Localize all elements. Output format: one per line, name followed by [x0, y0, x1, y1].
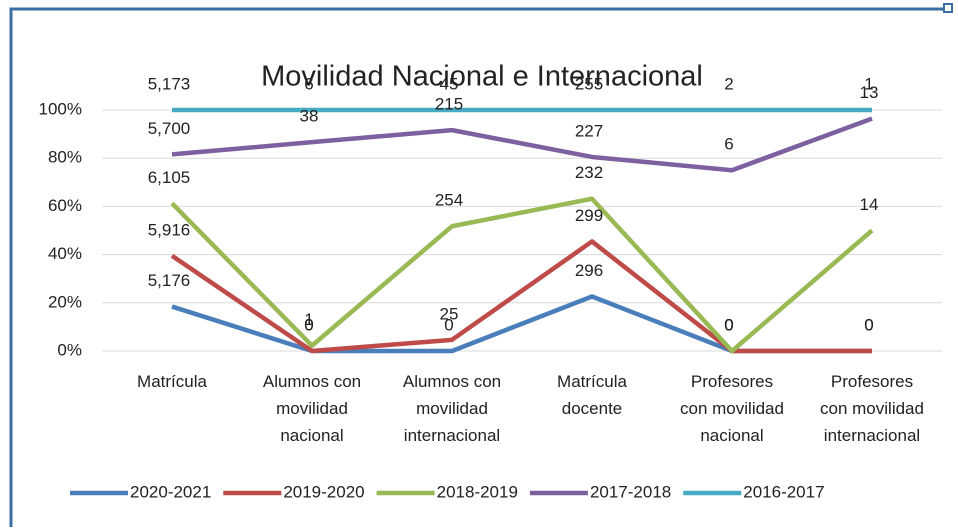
data-label: 0	[724, 315, 733, 334]
legend-label: 2019-2020	[283, 482, 364, 501]
data-label: 215	[435, 95, 463, 114]
frame	[9, 7, 944, 527]
data-label: 227	[575, 121, 603, 140]
data-label: 0	[304, 315, 313, 334]
data-label: 14	[860, 195, 879, 214]
legend-label: 2017-2018	[590, 482, 671, 501]
chart-title: Movilidad Nacional e Internacional	[261, 61, 703, 93]
data-label: 13	[860, 83, 879, 102]
y-tick-label: 100%	[39, 99, 82, 118]
data-label: 0	[724, 315, 733, 334]
data-label: 0	[304, 315, 313, 334]
x-tick-label: Matrícula	[137, 372, 207, 391]
data-label: 6	[724, 135, 733, 154]
series-line	[170, 196, 874, 354]
legend-label: 2018-2019	[437, 482, 518, 501]
data-label: 254	[435, 191, 463, 210]
data-label: 0	[864, 315, 873, 334]
legend-label: 2016-2017	[743, 482, 824, 501]
data-label: 5,176	[148, 271, 191, 290]
y-tick-label: 40%	[48, 244, 82, 263]
x-tick-label: Alumnos con movilidad nacional	[263, 372, 361, 445]
data-label: 38	[300, 107, 319, 126]
y-tick-label: 20%	[48, 292, 82, 311]
legend-label: 2020-2021	[130, 482, 211, 501]
data-label: 0	[444, 315, 453, 334]
data-label: 299	[575, 206, 603, 225]
data-label: 6	[304, 74, 313, 93]
data-label: 232	[575, 163, 603, 182]
data-label: 2	[724, 74, 733, 93]
data-label: 5,916	[148, 220, 191, 239]
data-label: 25	[440, 304, 459, 323]
data-label: 296	[575, 261, 603, 280]
y-tick-label: 0%	[57, 340, 82, 359]
series-line	[171, 116, 873, 173]
y-tick-label: 60%	[48, 196, 82, 215]
data-label: 1	[864, 74, 873, 93]
data-label: 1	[304, 310, 313, 329]
data-label: 5,700	[148, 119, 191, 138]
data-label: 0	[724, 315, 733, 334]
x-tick-label: Alumnos con movilidad internacional	[403, 372, 501, 445]
data-label: 0	[864, 315, 873, 334]
data-label: 255	[575, 74, 603, 93]
x-tick-label: Profesores con movilidad nacional	[680, 372, 784, 445]
y-tick-label: 80%	[48, 148, 82, 167]
frame-handle	[943, 3, 953, 13]
series-line	[170, 239, 872, 354]
data-label: 5,173	[148, 74, 191, 93]
x-tick-label: Profesores con movilidad internacional	[820, 372, 924, 445]
data-label: 6,105	[148, 168, 191, 187]
x-tick-label: Matrícula docente	[557, 372, 627, 418]
data-label: 45	[440, 74, 459, 93]
